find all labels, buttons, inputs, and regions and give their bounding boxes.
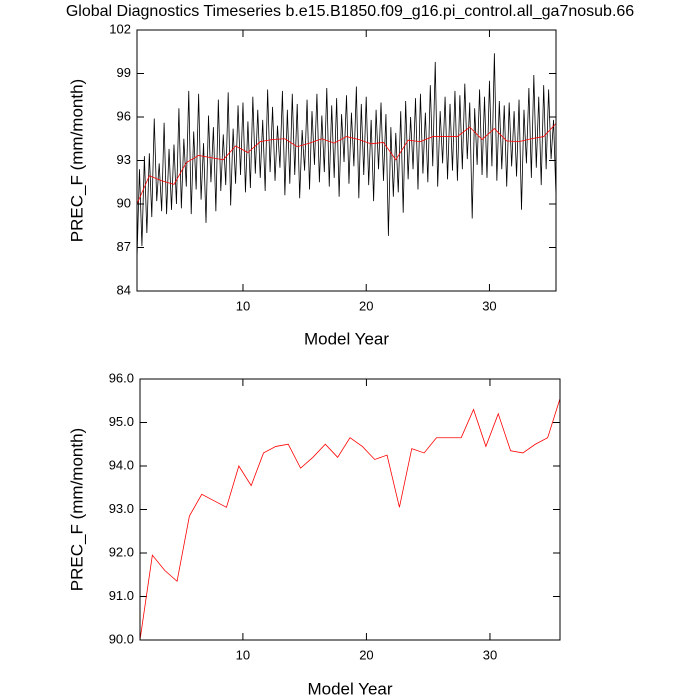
- x-tick-label: 20: [359, 298, 373, 313]
- x-tick-label: 10: [236, 647, 250, 662]
- y-tick-label: 95.0: [109, 414, 134, 429]
- x-tick-label: 20: [359, 647, 373, 662]
- x-axis-label: Model Year: [304, 329, 389, 348]
- x-tick-label: 10: [236, 298, 250, 313]
- y-tick-label: 91.0: [109, 588, 134, 603]
- y-tick-label: 90.0: [109, 631, 134, 646]
- series-line: [139, 398, 561, 641]
- y-tick-label: 96.0: [109, 370, 134, 385]
- plot-frame: [136, 29, 557, 292]
- y-tick-label: 96: [117, 108, 131, 123]
- y-axis-label: PREC_F (mm/month): [67, 428, 86, 591]
- y-axis-label: PREC_F (mm/month): [67, 79, 86, 242]
- y-tick-label: 99: [117, 65, 131, 80]
- y-tick-label: 84: [117, 282, 131, 297]
- y-tick-label: 94.0: [109, 457, 134, 472]
- chart-title: Global Diagnostics Timeseries b.e15.B185…: [66, 3, 634, 20]
- y-tick-label: 102: [109, 21, 131, 36]
- y-tick-label: 87: [117, 239, 131, 254]
- plot-frame: [139, 378, 561, 641]
- x-tick-label: 30: [483, 647, 497, 662]
- y-tick-label: 93: [117, 152, 131, 167]
- y-tick-label: 90: [117, 195, 131, 210]
- y-tick-label: 92.0: [109, 544, 134, 559]
- x-axis-label: Model Year: [307, 679, 392, 698]
- y-tick-label: 93.0: [109, 501, 134, 516]
- series-line: [136, 123, 557, 205]
- x-tick-label: 30: [482, 298, 496, 313]
- series-line: [136, 53, 557, 260]
